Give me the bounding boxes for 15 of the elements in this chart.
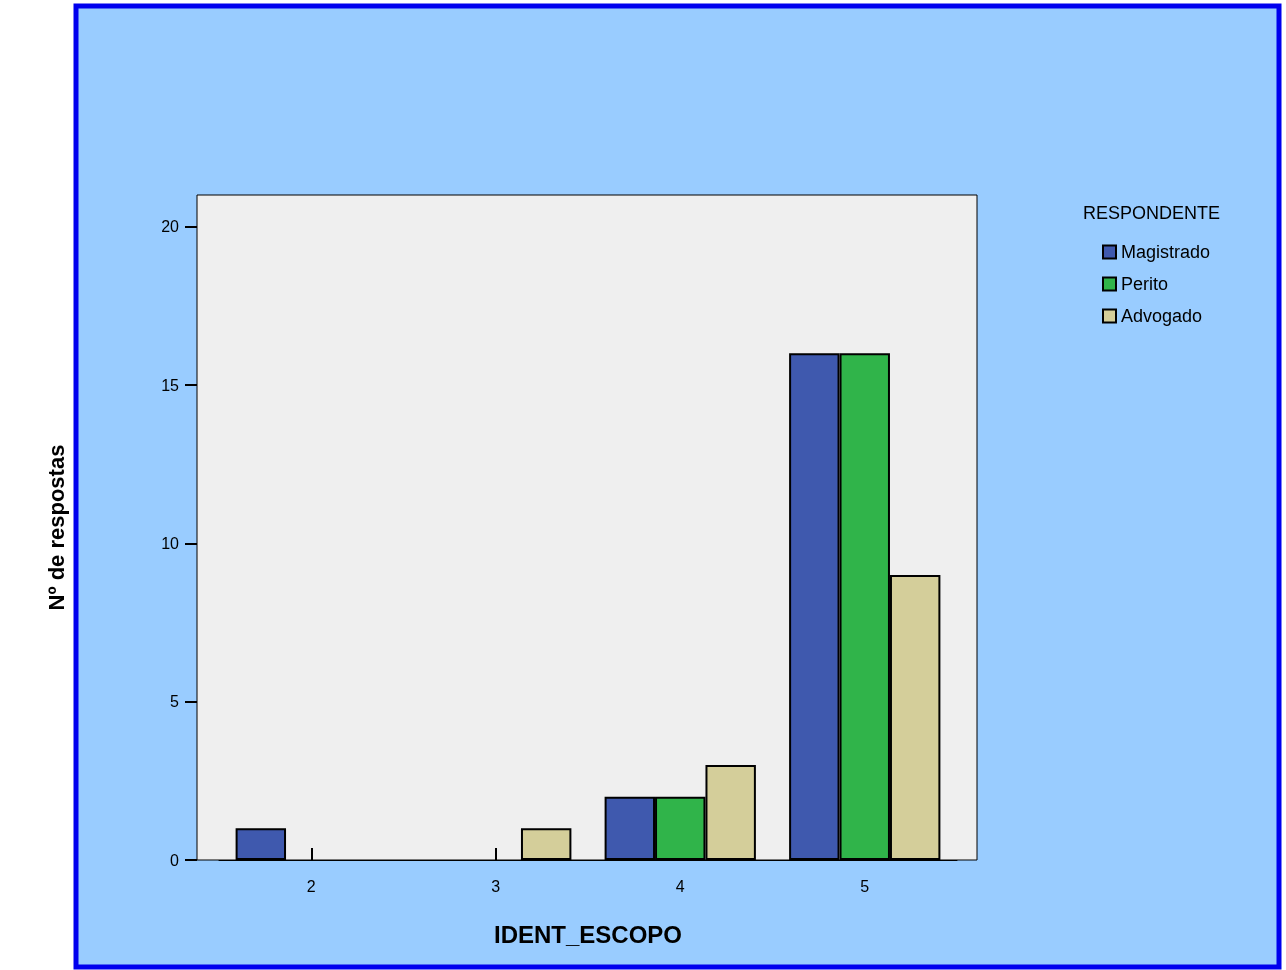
x-tick-label: 2 [306, 877, 316, 895]
x-tick-label: 3 [491, 877, 501, 895]
x-tick-label: 4 [675, 877, 685, 895]
x-tick-label: 5 [860, 877, 870, 895]
y-tick-label: 20 [161, 218, 180, 236]
y-tick-label: 15 [161, 376, 180, 394]
legend-label: Magistrado [1121, 242, 1211, 262]
x-axis-title: IDENT_ESCOPO [493, 920, 683, 948]
legend-label: Perito [1121, 274, 1169, 294]
y-axis-title: Nº de respostas [43, 444, 69, 611]
legend-title: RESPONDENTE [1083, 203, 1221, 223]
y-tick-label: 10 [161, 534, 180, 552]
y-tick-label: 0 [170, 851, 180, 869]
y-tick-label: 5 [170, 693, 180, 711]
legend-label: Advogado [1121, 306, 1203, 326]
